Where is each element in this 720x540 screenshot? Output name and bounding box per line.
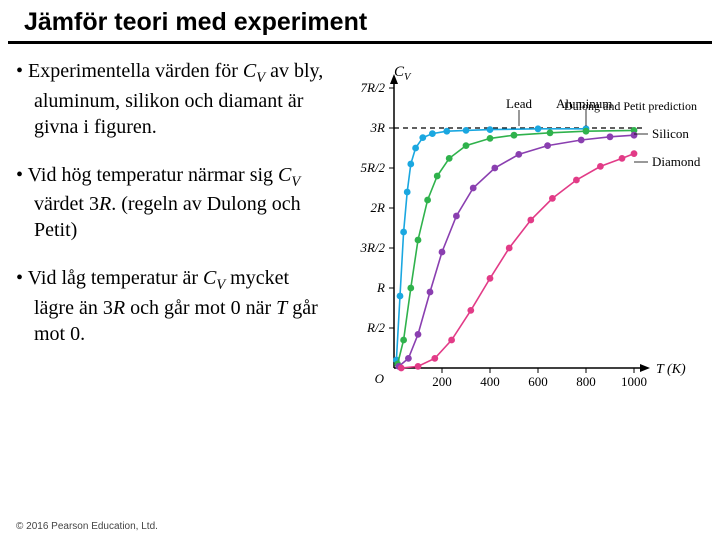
b1-pre: Experimentella värden för: [28, 60, 243, 82]
svg-text:600: 600: [528, 374, 548, 389]
b3-c: C: [203, 267, 216, 289]
svg-text:O: O: [375, 371, 385, 386]
copyright: © 2016 Pearson Education, Ltd.: [16, 521, 158, 532]
b2-r: R: [99, 193, 111, 215]
b3-t: T: [276, 297, 287, 319]
title-bar: Jämför teori med experiment: [8, 0, 712, 44]
svg-text:2R: 2R: [371, 200, 386, 215]
svg-text:Aluminum: Aluminum: [556, 96, 612, 111]
bullet-3: Vid låg temperatur är CV mycket lägre än…: [16, 265, 326, 347]
b2-pre: Vid hög temperatur närmar sig: [28, 164, 278, 186]
b2-sub: V: [291, 174, 300, 190]
svg-text:Diamond: Diamond: [652, 154, 701, 169]
svg-text:R: R: [376, 280, 385, 295]
content-row: Experimentella värden för CV av bly, alu…: [0, 58, 720, 398]
b3-r: R: [113, 297, 125, 319]
bullet-2: Vid hög temperatur närmar sig CV värdet …: [16, 162, 326, 244]
cv-chart: R/2 R 3R/2 2R 5R/2 3R 7R/2 200 400 600 800 1000 O T (…: [334, 58, 704, 398]
b1-c: C: [243, 60, 256, 82]
b3-sub: V: [216, 277, 225, 293]
y-axis-label: CV: [394, 64, 410, 83]
b2-c: C: [278, 164, 291, 186]
b3-pre: Vid låg temperatur är: [28, 267, 203, 289]
svg-text:200: 200: [432, 374, 452, 389]
text-column: Experimentella värden för CV av bly, alu…: [16, 58, 334, 398]
svg-text:3R: 3R: [370, 120, 386, 135]
chart-container: CV R/2 R 3R/2 2R 5R/2 3R 7R/2 200 400 600 800 1000 O…: [334, 58, 704, 398]
svg-text:Silicon: Silicon: [652, 126, 689, 141]
svg-text:7R/2: 7R/2: [360, 80, 385, 95]
b3-mid2: och går mot 0 när: [125, 297, 276, 319]
svg-text:T (K): T (K): [656, 362, 686, 377]
svg-text:800: 800: [576, 374, 596, 389]
svg-text:5R/2: 5R/2: [360, 160, 385, 175]
svg-text:R/2: R/2: [366, 320, 386, 335]
page-title: Jämför teori med experiment: [24, 8, 696, 37]
svg-text:3R/2: 3R/2: [359, 240, 385, 255]
svg-text:400: 400: [480, 374, 500, 389]
svg-text:1000: 1000: [621, 374, 647, 389]
b1-sub: V: [256, 70, 265, 86]
bullet-1: Experimentella värden för CV av bly, alu…: [16, 58, 326, 140]
svg-text:Lead: Lead: [506, 96, 532, 111]
b2-mid: värdet 3: [34, 193, 99, 215]
